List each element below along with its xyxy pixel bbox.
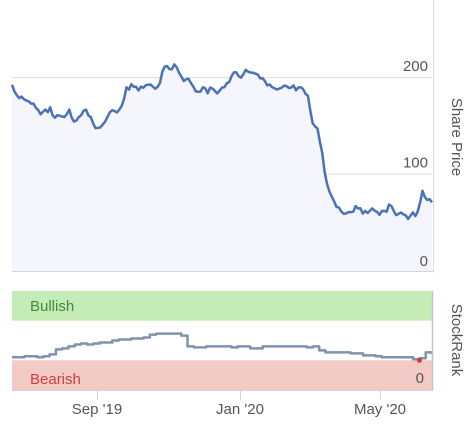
x-axis-ticks: Sep '19 Jan '20 May '20	[72, 390, 406, 418]
stockrank-axis-label: StockRank	[448, 304, 464, 377]
stockrank-panel: Bullish Bearish 0 StockRank	[12, 291, 464, 390]
price-series-line	[10, 63, 433, 221]
stockrank-tick-zero: 0	[416, 370, 424, 387]
share-price-axis-label: Share Price	[448, 98, 464, 176]
stockrank-current-marker	[416, 357, 422, 363]
price-tick-label: 100	[403, 155, 428, 172]
price-area-fill	[12, 64, 432, 272]
bullish-label: Bullish	[30, 298, 74, 315]
price-tick-label: 200	[403, 58, 428, 75]
price-tick-label: 0	[420, 253, 428, 270]
x-tick-label: May '20	[354, 401, 406, 418]
stockrank-series-line	[12, 332, 434, 361]
bearish-band	[12, 360, 432, 390]
x-tick-label: Jan '20	[216, 401, 264, 418]
bullish-band	[12, 291, 432, 321]
price-tick-labels: 0 100 200	[403, 58, 428, 270]
bearish-label: Bearish	[30, 371, 81, 388]
x-tick-label: Sep '19	[72, 401, 122, 418]
